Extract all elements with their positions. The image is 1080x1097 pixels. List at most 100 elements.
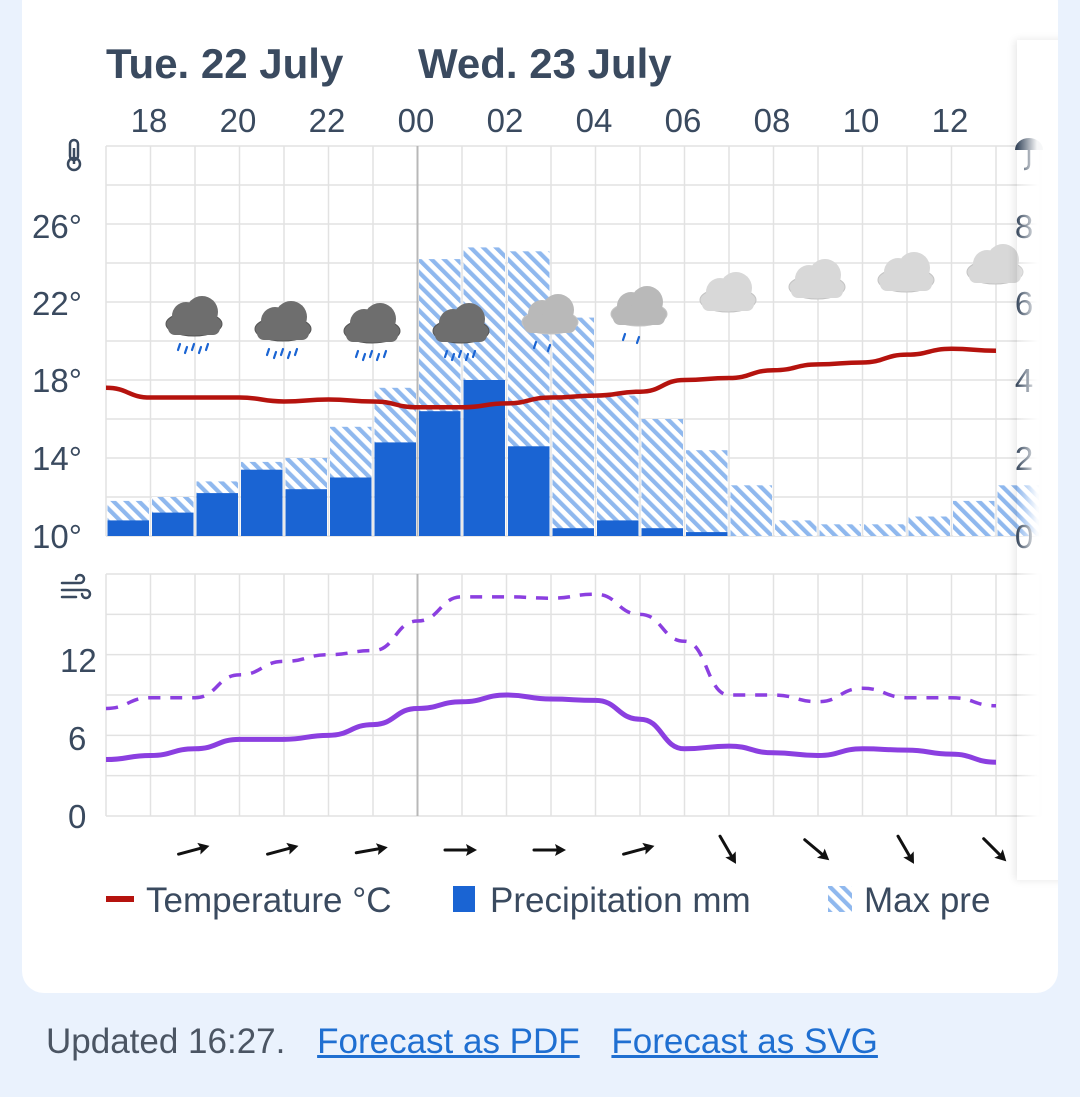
wind-arrow-shaft bbox=[896, 834, 913, 861]
rain-drop bbox=[450, 352, 456, 362]
wind-arrow-icon bbox=[982, 837, 1007, 862]
max-precipitation-bar bbox=[819, 524, 861, 536]
forecast-pdf-link[interactable]: Forecast as PDF bbox=[317, 1022, 580, 1061]
wind-speed-line bbox=[105, 692, 997, 765]
temp-tick: 26° bbox=[32, 208, 82, 245]
wind-arrow-head bbox=[994, 849, 1007, 862]
precipitation-bar bbox=[196, 493, 238, 536]
hour-tick: 20 bbox=[220, 102, 257, 139]
precipitation-bar bbox=[597, 520, 639, 536]
rain-drop bbox=[621, 332, 627, 342]
precipitation-bar bbox=[686, 532, 728, 536]
weather-icons bbox=[165, 244, 1024, 362]
wind-arrow-icon bbox=[718, 834, 736, 864]
cloud-icon bbox=[966, 244, 1024, 285]
cloud-shape bbox=[791, 283, 843, 298]
wind-arrow-icon bbox=[896, 834, 914, 864]
hour-tick: 18 bbox=[131, 102, 168, 139]
legend: Temperature °C Precipitation mm Max pre bbox=[106, 881, 990, 920]
max-precipitation-bar bbox=[775, 520, 817, 536]
rain-cloud-icon bbox=[165, 296, 223, 355]
wind-arrow-head bbox=[375, 843, 388, 856]
precipitation-bar bbox=[419, 411, 461, 536]
max-precipitation-bar bbox=[641, 419, 683, 536]
wind-arrow-icon bbox=[622, 842, 655, 856]
max-precipitation-bar bbox=[552, 317, 594, 536]
forecast-card: Tue. 22 July Wed. 23 July 18 20 22 00 02… bbox=[22, 0, 1058, 993]
wind-tick: 12 bbox=[60, 642, 97, 679]
cloud-shape bbox=[880, 276, 932, 291]
wind-arrow-shaft bbox=[803, 838, 827, 858]
wind-arrow-shaft bbox=[718, 834, 735, 861]
legend-precipitation-label: Precipitation mm bbox=[490, 881, 751, 920]
wind-arrow-head bbox=[555, 844, 566, 856]
cloud-shape bbox=[346, 327, 398, 342]
rain-drop bbox=[176, 342, 182, 352]
precipitation-bars bbox=[107, 247, 1039, 536]
rain-drop bbox=[293, 347, 299, 357]
rain-drop bbox=[471, 349, 477, 359]
cloud-icon bbox=[788, 259, 846, 300]
temp-tick: 10° bbox=[32, 518, 82, 555]
cloud-shape bbox=[613, 310, 665, 325]
wind-arrow-icon bbox=[354, 843, 388, 856]
rain-drop bbox=[286, 350, 292, 360]
max-precipitation-bar bbox=[908, 516, 950, 536]
precipitation-bar bbox=[552, 528, 594, 536]
cloud-shape bbox=[702, 296, 754, 311]
rain-drop bbox=[382, 349, 388, 359]
cloud-shape bbox=[969, 268, 1021, 283]
rain-drop bbox=[197, 345, 203, 355]
cloud-icon bbox=[699, 272, 757, 313]
rain-cloud-icon bbox=[343, 303, 401, 362]
rain-drop bbox=[532, 340, 538, 350]
temp-tick: 22° bbox=[32, 285, 82, 322]
max-precipitation-bar bbox=[686, 450, 728, 536]
hour-tick: 10 bbox=[843, 102, 880, 139]
cloud-shape bbox=[435, 327, 487, 342]
wind-arrow-shaft bbox=[266, 845, 295, 856]
wind-icon bbox=[60, 573, 92, 600]
wind-arrow-shaft bbox=[354, 846, 384, 855]
wind-arrow-shaft bbox=[982, 837, 1004, 859]
rain-drop bbox=[635, 335, 641, 345]
rain-drop bbox=[183, 345, 189, 355]
precipitation-bar bbox=[641, 528, 683, 536]
hour-tick: 22 bbox=[309, 102, 346, 139]
precipitation-bar bbox=[241, 469, 283, 536]
wind-gust-line bbox=[105, 592, 997, 711]
wind-arrow-shaft bbox=[177, 845, 206, 856]
wind-arrow-icon bbox=[443, 844, 477, 856]
rain-drop bbox=[464, 352, 470, 362]
wind-tick: 0 bbox=[68, 798, 86, 835]
precipitation-bar bbox=[107, 520, 149, 536]
forecast-svg-link[interactable]: Forecast as SVG bbox=[611, 1022, 878, 1061]
rain-cloud-icon bbox=[521, 294, 579, 353]
wind-arrow-icon bbox=[177, 842, 210, 856]
precipitation-bar bbox=[330, 477, 372, 536]
cloud-shape bbox=[257, 325, 309, 340]
rain-drop bbox=[457, 349, 463, 359]
cloud-icon bbox=[877, 252, 935, 293]
scroll-fade bbox=[1017, 40, 1058, 880]
hour-tick: 06 bbox=[665, 102, 702, 139]
thermometer-icon bbox=[66, 138, 82, 172]
wind-arrow-head bbox=[903, 851, 914, 864]
wind-arrow-head bbox=[725, 851, 736, 864]
wind-tick: 6 bbox=[68, 720, 86, 757]
wind-arrow-icon bbox=[266, 842, 299, 856]
rain-drop bbox=[190, 342, 196, 352]
wind-arrow-shaft bbox=[622, 845, 651, 856]
footer: Updated 16:27. Forecast as PDF Forecast … bbox=[46, 1022, 878, 1062]
rain-drop bbox=[204, 342, 210, 352]
date-label-tue: Tue. 22 July bbox=[106, 40, 344, 87]
rain-drop bbox=[265, 347, 271, 357]
updated-text: Updated 16:27. bbox=[46, 1022, 286, 1061]
legend-precipitation-swatch bbox=[453, 886, 475, 912]
precipitation-bar bbox=[508, 446, 550, 536]
rain-drop bbox=[279, 347, 285, 357]
temp-tick: 18° bbox=[32, 362, 82, 399]
rain-drop bbox=[354, 349, 360, 359]
series-lines bbox=[105, 346, 997, 765]
temperature-line bbox=[105, 346, 997, 410]
